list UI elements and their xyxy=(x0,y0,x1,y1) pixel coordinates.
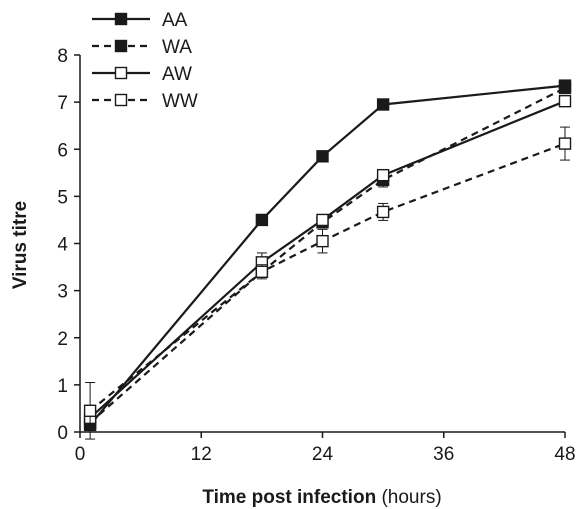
legend-label: WW xyxy=(162,91,198,112)
data-point xyxy=(558,94,572,108)
y-ticks: 0 1 2 3 4 5 6 7 8 xyxy=(57,46,80,444)
legend-marker xyxy=(114,12,128,26)
legend-item-aa: AA xyxy=(92,10,188,31)
legend-item-aw: AW xyxy=(92,64,192,85)
legend-marker xyxy=(114,39,128,53)
x-tick-label: 36 xyxy=(433,444,454,465)
x-tick-label: 12 xyxy=(191,444,212,465)
y-tick-label: 1 xyxy=(57,376,68,397)
data-point xyxy=(558,81,572,95)
series-line-aw xyxy=(89,100,566,419)
plot-area xyxy=(83,79,572,440)
data-point xyxy=(376,98,390,111)
legend-label: AW xyxy=(162,64,192,85)
legend-marker xyxy=(114,66,128,80)
y-axis-title: Virus titre xyxy=(10,201,31,289)
y-tick-label: 3 xyxy=(57,282,68,303)
legend-item-wa: WA xyxy=(92,37,192,58)
y-tick-label: 8 xyxy=(57,46,68,67)
series-ww xyxy=(83,126,572,440)
data-point xyxy=(558,137,572,150)
data-point xyxy=(316,234,329,248)
legend-marker xyxy=(114,93,128,107)
data-point xyxy=(316,213,329,227)
y-tick-label: 4 xyxy=(57,235,68,256)
legend-label: AA xyxy=(162,10,188,31)
x-ticks: 0 12 24 36 48 xyxy=(75,432,576,465)
y-tick-label: 5 xyxy=(57,187,68,208)
y-tick-label: 6 xyxy=(57,140,68,161)
series-line-ww xyxy=(89,142,566,412)
x-tick-label: 24 xyxy=(312,444,334,465)
data-point xyxy=(316,150,329,163)
x-tick-label: 48 xyxy=(554,444,575,465)
series-aw xyxy=(83,94,572,425)
legend: AA WA AW WW xyxy=(92,10,198,112)
data-point xyxy=(376,168,390,182)
series-aa xyxy=(83,79,572,432)
y-tick-label: 7 xyxy=(57,93,68,114)
x-tick-label: 0 xyxy=(75,444,86,465)
series-line-wa xyxy=(89,87,566,424)
y-tick-label: 2 xyxy=(57,329,68,350)
x-axis-title-main: Time post infection xyxy=(202,487,376,508)
legend-label: WA xyxy=(162,37,192,58)
data-point xyxy=(83,404,97,417)
x-axis-title-unit: (hours) xyxy=(376,487,441,508)
series-line-aa xyxy=(89,84,566,426)
data-point xyxy=(255,265,269,278)
y-tick-label: 0 xyxy=(57,423,68,444)
data-point xyxy=(255,213,269,227)
legend-item-ww: WW xyxy=(92,91,198,112)
x-axis-title: Time post infection (hours) xyxy=(202,487,441,508)
series-wa xyxy=(83,81,572,429)
data-point xyxy=(376,205,390,219)
